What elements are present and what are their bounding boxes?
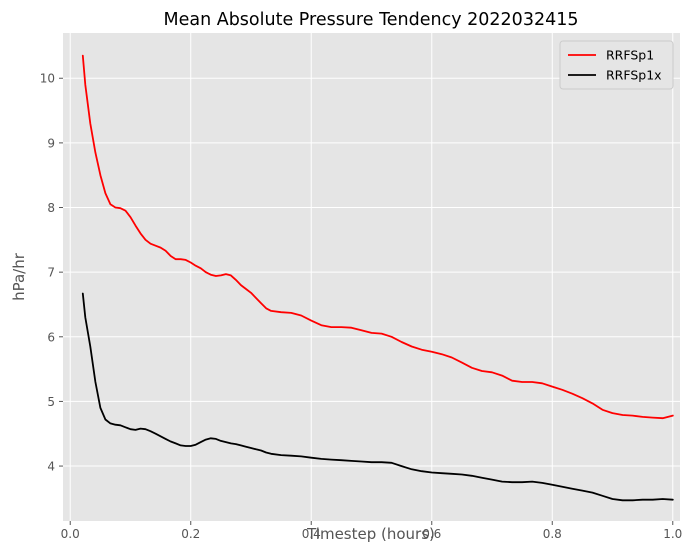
series-layer	[81, 54, 674, 502]
x-tick-label: 1.0	[663, 527, 682, 541]
y-axis-label: hPa/hr	[10, 252, 28, 301]
y-tick-label: 8	[47, 201, 55, 215]
y-tick-label: 5	[47, 395, 55, 409]
x-tick-label: 0.6	[422, 527, 441, 541]
y-tick-label: 4	[47, 460, 55, 474]
y-tick-label: 10	[40, 72, 55, 86]
legend-label-rrfsp1x: RRFSp1x	[606, 68, 662, 83]
y-tick-label: 6	[47, 330, 55, 344]
legend: RRFSp1 RRFSp1x	[559, 40, 674, 90]
x-tick-label: 0.8	[543, 527, 562, 541]
x-tick-label: 0.2	[181, 527, 200, 541]
chart-title: Mean Absolute Pressure Tendency 20220324…	[163, 10, 578, 30]
x-tick-label: 0.0	[61, 527, 80, 541]
legend-box	[559, 40, 674, 90]
series-line-rrfsp1x	[81, 292, 674, 502]
y-tick-label: 7	[47, 266, 55, 280]
x-axis-ticks: 0.0 0.2 0.4 0.6 0.8 1.0	[61, 521, 682, 541]
y-tick-label: 9	[47, 136, 55, 150]
plot-area	[63, 33, 680, 521]
x-axis-label: Timestep (hours)	[306, 525, 435, 543]
x-tick-label: 0.4	[302, 527, 321, 541]
series-line-rrfsp1	[81, 54, 674, 420]
y-axis-ticks: 4 5 6 7 8 9 10	[40, 72, 63, 474]
legend-label-rrfsp1: RRFSp1	[606, 48, 654, 63]
